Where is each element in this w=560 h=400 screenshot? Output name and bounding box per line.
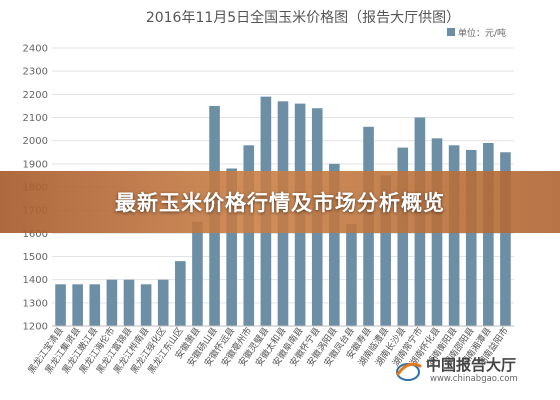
globe-logo-icon — [396, 362, 422, 381]
bar — [397, 147, 409, 326]
watermark: 中国报告大厅 www.chinabgao.com — [392, 352, 552, 390]
y-tick-label: 1300 — [23, 298, 48, 309]
bar — [346, 224, 357, 326]
bar — [192, 221, 203, 326]
bar — [55, 284, 66, 326]
y-tick-label: 1200 — [23, 322, 48, 333]
y-tick-label: 2100 — [23, 113, 48, 124]
bar — [123, 279, 135, 326]
headline-banner: 最新玉米价格行情及市场分析概览 — [0, 171, 560, 233]
bar — [243, 145, 255, 326]
bar — [448, 145, 460, 326]
legend-swatch — [447, 28, 455, 36]
bar — [140, 284, 152, 326]
bar — [106, 279, 118, 326]
y-tick-label: 2200 — [23, 90, 48, 101]
watermark-url: www.chinabgao.com — [430, 374, 518, 384]
y-tick-label: 2000 — [23, 136, 48, 147]
bar — [380, 175, 391, 326]
y-tick-label: 1900 — [23, 159, 48, 170]
bar — [72, 284, 83, 326]
banner-text: 最新玉米价格行情及市场分析概览 — [115, 191, 445, 215]
bar — [157, 279, 169, 326]
watermark-name: 中国报告大厅 — [426, 356, 517, 374]
y-tick-label: 1600 — [23, 229, 48, 240]
y-tick-label: 2300 — [23, 67, 48, 78]
bar — [465, 149, 477, 326]
bar — [500, 152, 511, 326]
y-tick-label: 1500 — [23, 252, 48, 263]
legend: 单位：元/吨 — [447, 27, 506, 39]
chart-title: 2016年11月5日全国玉米价格图（报告大厅供图） — [146, 9, 460, 26]
bar — [175, 261, 186, 326]
bar — [89, 284, 101, 326]
legend-label: 单位：元/吨 — [458, 27, 506, 39]
y-tick-label: 2400 — [23, 44, 48, 55]
bar — [226, 168, 237, 326]
y-tick-label: 1400 — [23, 275, 48, 286]
bar — [483, 142, 494, 326]
bar — [329, 163, 340, 326]
